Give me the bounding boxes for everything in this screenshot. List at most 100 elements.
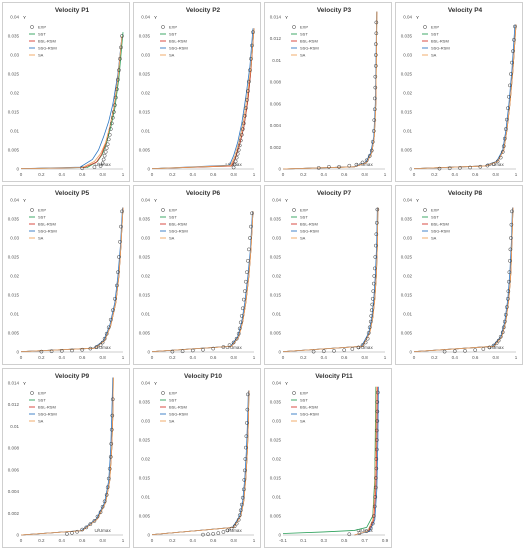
exp-point bbox=[92, 165, 97, 169]
series-line-ssg-rsm bbox=[151, 28, 254, 170]
y-tick-label: 0.04 bbox=[141, 198, 150, 203]
x-axis-label: U/Umax bbox=[94, 528, 111, 533]
y-tick-label: 0 bbox=[278, 167, 281, 172]
y-tick-label: 0 bbox=[147, 167, 150, 172]
exp-point bbox=[502, 319, 507, 324]
exp-point bbox=[373, 64, 378, 68]
exp-point bbox=[117, 255, 121, 259]
exp-point bbox=[508, 83, 512, 88]
legend-label: SSG-RSM bbox=[169, 46, 188, 51]
exp-point bbox=[106, 137, 111, 142]
legend-label: SA bbox=[169, 53, 175, 58]
series-line-ssg-rsm bbox=[413, 207, 513, 353]
y-axis-label: Y bbox=[154, 381, 157, 386]
exp-point bbox=[250, 43, 254, 48]
series-line-sst bbox=[413, 207, 514, 353]
chart-svg: Velocity P10 0 0.005 0.01 0.015 0.02 0.025 0.03… bbox=[139, 373, 256, 543]
exp-point bbox=[211, 346, 216, 351]
y-tick-label: 0 bbox=[147, 533, 150, 538]
exp-point bbox=[120, 209, 124, 214]
series-line-sa bbox=[282, 11, 378, 170]
exp-point bbox=[241, 297, 246, 302]
x-tick-label: 1 bbox=[122, 355, 125, 360]
legend-label: SST bbox=[38, 215, 46, 220]
exp-point bbox=[221, 530, 226, 534]
legend-label: BSL-RSM bbox=[431, 39, 449, 44]
series-line-sst bbox=[151, 211, 254, 353]
exp-point bbox=[494, 341, 499, 346]
exp-point bbox=[235, 151, 240, 156]
exp-point bbox=[367, 325, 372, 330]
exp-point bbox=[241, 487, 246, 492]
legend-label: EXP bbox=[300, 25, 308, 30]
exp-point bbox=[240, 495, 245, 500]
exp-point bbox=[374, 232, 379, 237]
exp-point bbox=[206, 532, 210, 537]
x-tick-label: 0.6 bbox=[79, 538, 86, 543]
exp-point bbox=[504, 305, 509, 310]
exp-point bbox=[371, 289, 376, 294]
exp-point bbox=[473, 348, 478, 352]
y-tick-label: 0.005 bbox=[8, 331, 20, 336]
y-tick-label: 0.035 bbox=[139, 217, 151, 222]
chart-panel-1: Velocity P1 0 0.005 0.01 0.015 0.02 0.025 0.03 0… bbox=[2, 2, 130, 182]
exp-point bbox=[70, 530, 74, 535]
exp-point bbox=[94, 345, 99, 349]
y-tick-label: 0.012 bbox=[270, 36, 282, 41]
exp-point bbox=[375, 409, 380, 414]
legend-label: BSL-RSM bbox=[38, 39, 56, 44]
x-tick-label: 0.4 bbox=[190, 355, 197, 360]
series-line-sa bbox=[413, 24, 517, 170]
exp-point bbox=[101, 157, 106, 162]
exp-point bbox=[371, 514, 376, 518]
exp-point bbox=[190, 348, 195, 353]
legend-label: SSG-RSM bbox=[300, 229, 319, 234]
legend-label: SSG-RSM bbox=[38, 46, 57, 51]
series-line-bsl-rsm bbox=[151, 211, 254, 353]
y-tick-label: 0.02 bbox=[141, 274, 150, 279]
y-tick-label: 0.005 bbox=[8, 148, 20, 153]
x-tick-label: 0 bbox=[282, 172, 285, 177]
x-tick-label: 0.8 bbox=[99, 355, 106, 360]
y-tick-label: 0.01 bbox=[272, 58, 281, 63]
exp-point bbox=[103, 150, 108, 154]
exp-point bbox=[233, 159, 238, 164]
y-tick-label: 0.008 bbox=[8, 446, 20, 451]
series-line-bsl-rsm bbox=[20, 35, 123, 170]
exp-point bbox=[363, 340, 368, 345]
exp-point bbox=[370, 521, 375, 526]
exp-point bbox=[239, 132, 244, 137]
exp-point bbox=[109, 427, 114, 432]
exp-point bbox=[365, 336, 370, 341]
legend-label: SST bbox=[38, 398, 46, 403]
exp-point bbox=[180, 349, 185, 354]
exp-point bbox=[491, 162, 496, 166]
y-tick-label: 0.002 bbox=[270, 145, 282, 150]
exp-point bbox=[238, 138, 243, 143]
exp-point bbox=[107, 132, 112, 137]
y-tick-label: 0.01 bbox=[272, 495, 281, 500]
exp-point bbox=[98, 343, 103, 348]
legend-label: SSG-RSM bbox=[169, 229, 188, 234]
y-tick-label: 0.025 bbox=[139, 72, 151, 77]
exp-point bbox=[108, 454, 113, 459]
y-tick-label: 0.01 bbox=[10, 312, 19, 317]
x-tick-label: 0 bbox=[151, 172, 154, 177]
y-axis-label: Y bbox=[285, 198, 288, 203]
exp-point bbox=[236, 331, 241, 336]
y-tick-label: 0.04 bbox=[141, 15, 150, 20]
series-line-bsl-rsm bbox=[151, 390, 250, 536]
exp-point bbox=[360, 343, 365, 348]
exp-point bbox=[373, 476, 378, 480]
chart-title: Velocity P5 bbox=[55, 190, 90, 197]
legend-label: EXP bbox=[38, 25, 46, 30]
x-tick-label: 0.1 bbox=[300, 538, 307, 543]
exp-point bbox=[357, 531, 362, 535]
legend-label: BSL-RSM bbox=[169, 405, 187, 410]
chart-panel-7: Velocity P7 0 0.005 0.01 0.015 0.02 0.025 0.03 0… bbox=[264, 185, 392, 365]
x-tick-label: 0.5 bbox=[341, 538, 348, 543]
x-tick-label: 0.2 bbox=[38, 355, 45, 360]
x-tick-label: 0.4 bbox=[321, 172, 328, 177]
legend-label: SST bbox=[431, 32, 439, 37]
exp-point bbox=[104, 331, 109, 336]
